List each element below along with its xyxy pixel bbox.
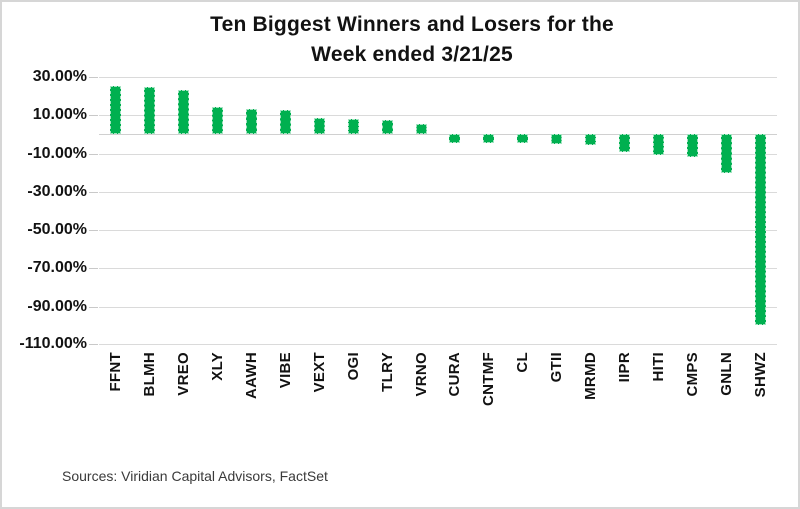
x-axis-label-VIBE: VIBE [274, 352, 296, 444]
x-axis-label-FFNT: FFNT [105, 352, 127, 444]
bar-OGI [347, 119, 359, 135]
bar-XLY [212, 107, 224, 135]
x-axis-label-text: TLRY [378, 352, 396, 392]
x-axis-label-text: AAWH [243, 352, 261, 400]
bar-TLRY [381, 119, 393, 135]
bar-CMPS [686, 134, 698, 157]
x-axis-label-HITI: HITI [647, 352, 669, 444]
y-axis-label: -10.00% [27, 144, 87, 162]
bar-CL [517, 134, 529, 144]
y-axis-label: -90.00% [27, 297, 87, 315]
bar-VRNO [415, 124, 427, 135]
y-axis-tick [89, 191, 98, 193]
bar-GNLN [720, 134, 732, 173]
bar-VREO [178, 89, 190, 135]
x-axis-label-CMPS: CMPS [681, 352, 703, 444]
y-axis-label: -110.00% [19, 335, 87, 352]
gridline [99, 344, 777, 345]
x-axis-label-CL: CL [512, 352, 534, 444]
y-axis-label: -30.00% [27, 182, 87, 200]
x-axis-label-VRNO: VRNO [410, 352, 432, 444]
x-axis-label-text: HITI [649, 352, 667, 382]
y-axis-tick [89, 153, 98, 155]
y-axis-tick [89, 230, 98, 232]
x-axis-label-text: GTII [548, 352, 566, 383]
x-axis-label-text: GNLN [717, 352, 735, 396]
x-axis-label-XLY: XLY [207, 352, 229, 444]
gridline [99, 77, 777, 78]
x-axis-label-text: VRNO [412, 352, 430, 397]
bar-CNTMF [483, 134, 495, 144]
x-axis-label-text: CMPS [683, 352, 701, 397]
bar-GTII [551, 134, 563, 145]
y-axis-tick [89, 306, 98, 308]
y-axis-label: 10.00% [32, 106, 87, 124]
x-axis-label-text: MRMD [582, 352, 600, 400]
y-axis-tick [89, 344, 98, 345]
bar-SHWZ [754, 134, 766, 326]
gridline [99, 153, 777, 155]
x-axis-label-text: SHWZ [751, 352, 769, 398]
chart-title-line1: Ten Biggest Winners and Losers for the [210, 13, 614, 36]
x-axis-line [99, 134, 777, 136]
gridline [99, 115, 777, 117]
gridline [99, 191, 777, 193]
bar-MRMD [585, 134, 597, 145]
bar-BLMH [144, 86, 156, 135]
bar-AAWH [246, 109, 258, 135]
y-axis-label: -70.00% [27, 259, 87, 277]
x-axis-label-text: BLMH [141, 352, 159, 397]
chart-title: Ten Biggest Winners and Losers for the W… [42, 10, 782, 70]
x-axis-label-CNTMF: CNTMF [478, 352, 500, 444]
x-axis-label-text: CL [514, 352, 532, 373]
x-axis-label-text: CNTMF [480, 352, 498, 406]
x-axis-label-text: VREO [175, 352, 193, 396]
gridline [99, 306, 777, 308]
plot-area: 30.00% 10.00% -10.00% -30.00% -50.00% -70.00%… [19, 68, 777, 406]
y-axis-label: -50.00% [27, 221, 87, 239]
bar-FFNT [110, 85, 122, 135]
bar-IIPR [618, 134, 630, 152]
x-axis-label-OGI: OGI [342, 352, 364, 444]
x-axis-label-text: VIBE [276, 352, 294, 389]
x-axis-label-text: OGI [344, 352, 362, 381]
bar-HITI [652, 134, 664, 155]
x-axis-label-SHWZ: SHWZ [749, 352, 771, 444]
x-axis-label-IIPR: IIPR [613, 352, 635, 444]
x-axis-label-text: VEXT [310, 352, 328, 393]
gridline [99, 268, 777, 270]
x-axis-label-GTII: GTII [546, 352, 568, 444]
gridline [99, 230, 777, 232]
y-axis-tick [89, 77, 98, 78]
x-axis-label-text: XLY [209, 352, 227, 381]
x-axis-label-TLRY: TLRY [376, 352, 398, 444]
x-axis-label-text: IIPR [615, 352, 633, 383]
x-axis-label-MRMD: MRMD [580, 352, 602, 444]
x-axis-label-text: CURA [446, 352, 464, 397]
x-axis-label-VREO: VREO [173, 352, 195, 444]
bar-CURA [449, 134, 461, 143]
y-axis-label: 30.00% [32, 68, 87, 85]
bar-VEXT [313, 117, 325, 135]
x-axis-label-AAWH: AAWH [241, 352, 263, 444]
x-axis-label-BLMH: BLMH [139, 352, 161, 444]
chart-title-line2: Week ended 3/21/25 [311, 43, 513, 66]
x-axis-label-text: FFNT [107, 352, 125, 392]
x-axis-label-GNLN: GNLN [715, 352, 737, 444]
source-note: Sources: Viridian Capital Advisors, Fact… [62, 468, 328, 484]
x-axis-label-VEXT: VEXT [308, 352, 330, 444]
x-axis-label-CURA: CURA [444, 352, 466, 444]
bar-VIBE [279, 109, 291, 135]
y-axis-tick [89, 115, 98, 117]
y-axis-tick [89, 268, 98, 270]
